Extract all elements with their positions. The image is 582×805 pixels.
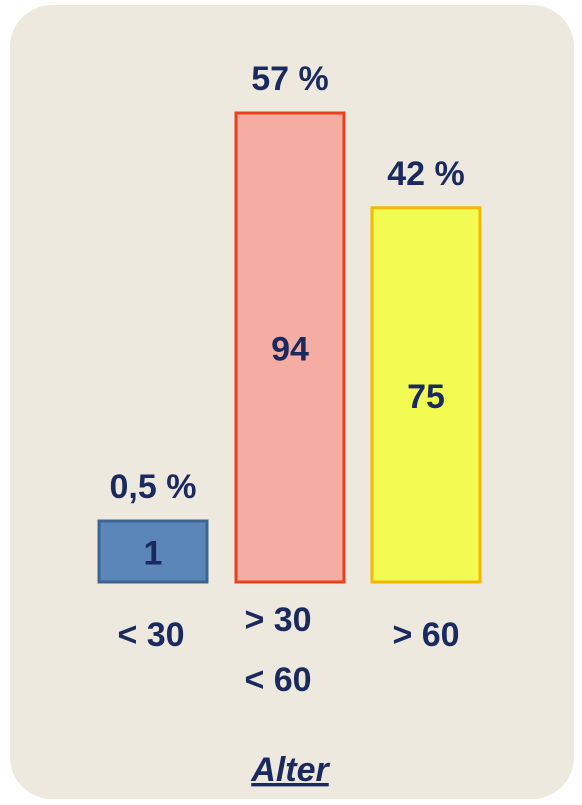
bar xyxy=(370,206,482,584)
x-axis-label: Alter xyxy=(250,751,330,789)
x-tick-label: < 30 xyxy=(117,616,184,654)
share-label: 0,5 % xyxy=(110,468,197,506)
count-label: 94 xyxy=(271,330,309,368)
x-tick-label: > 30 xyxy=(244,601,311,639)
count-label: 1 xyxy=(144,534,163,572)
bar xyxy=(234,111,346,584)
count-label: 75 xyxy=(407,378,445,416)
share-label: 42 % xyxy=(387,155,465,193)
x-tick-label: < 60 xyxy=(244,661,311,699)
bar xyxy=(97,519,209,584)
share-label: 57 % xyxy=(251,60,329,98)
x-tick-label: > 60 xyxy=(392,616,459,654)
